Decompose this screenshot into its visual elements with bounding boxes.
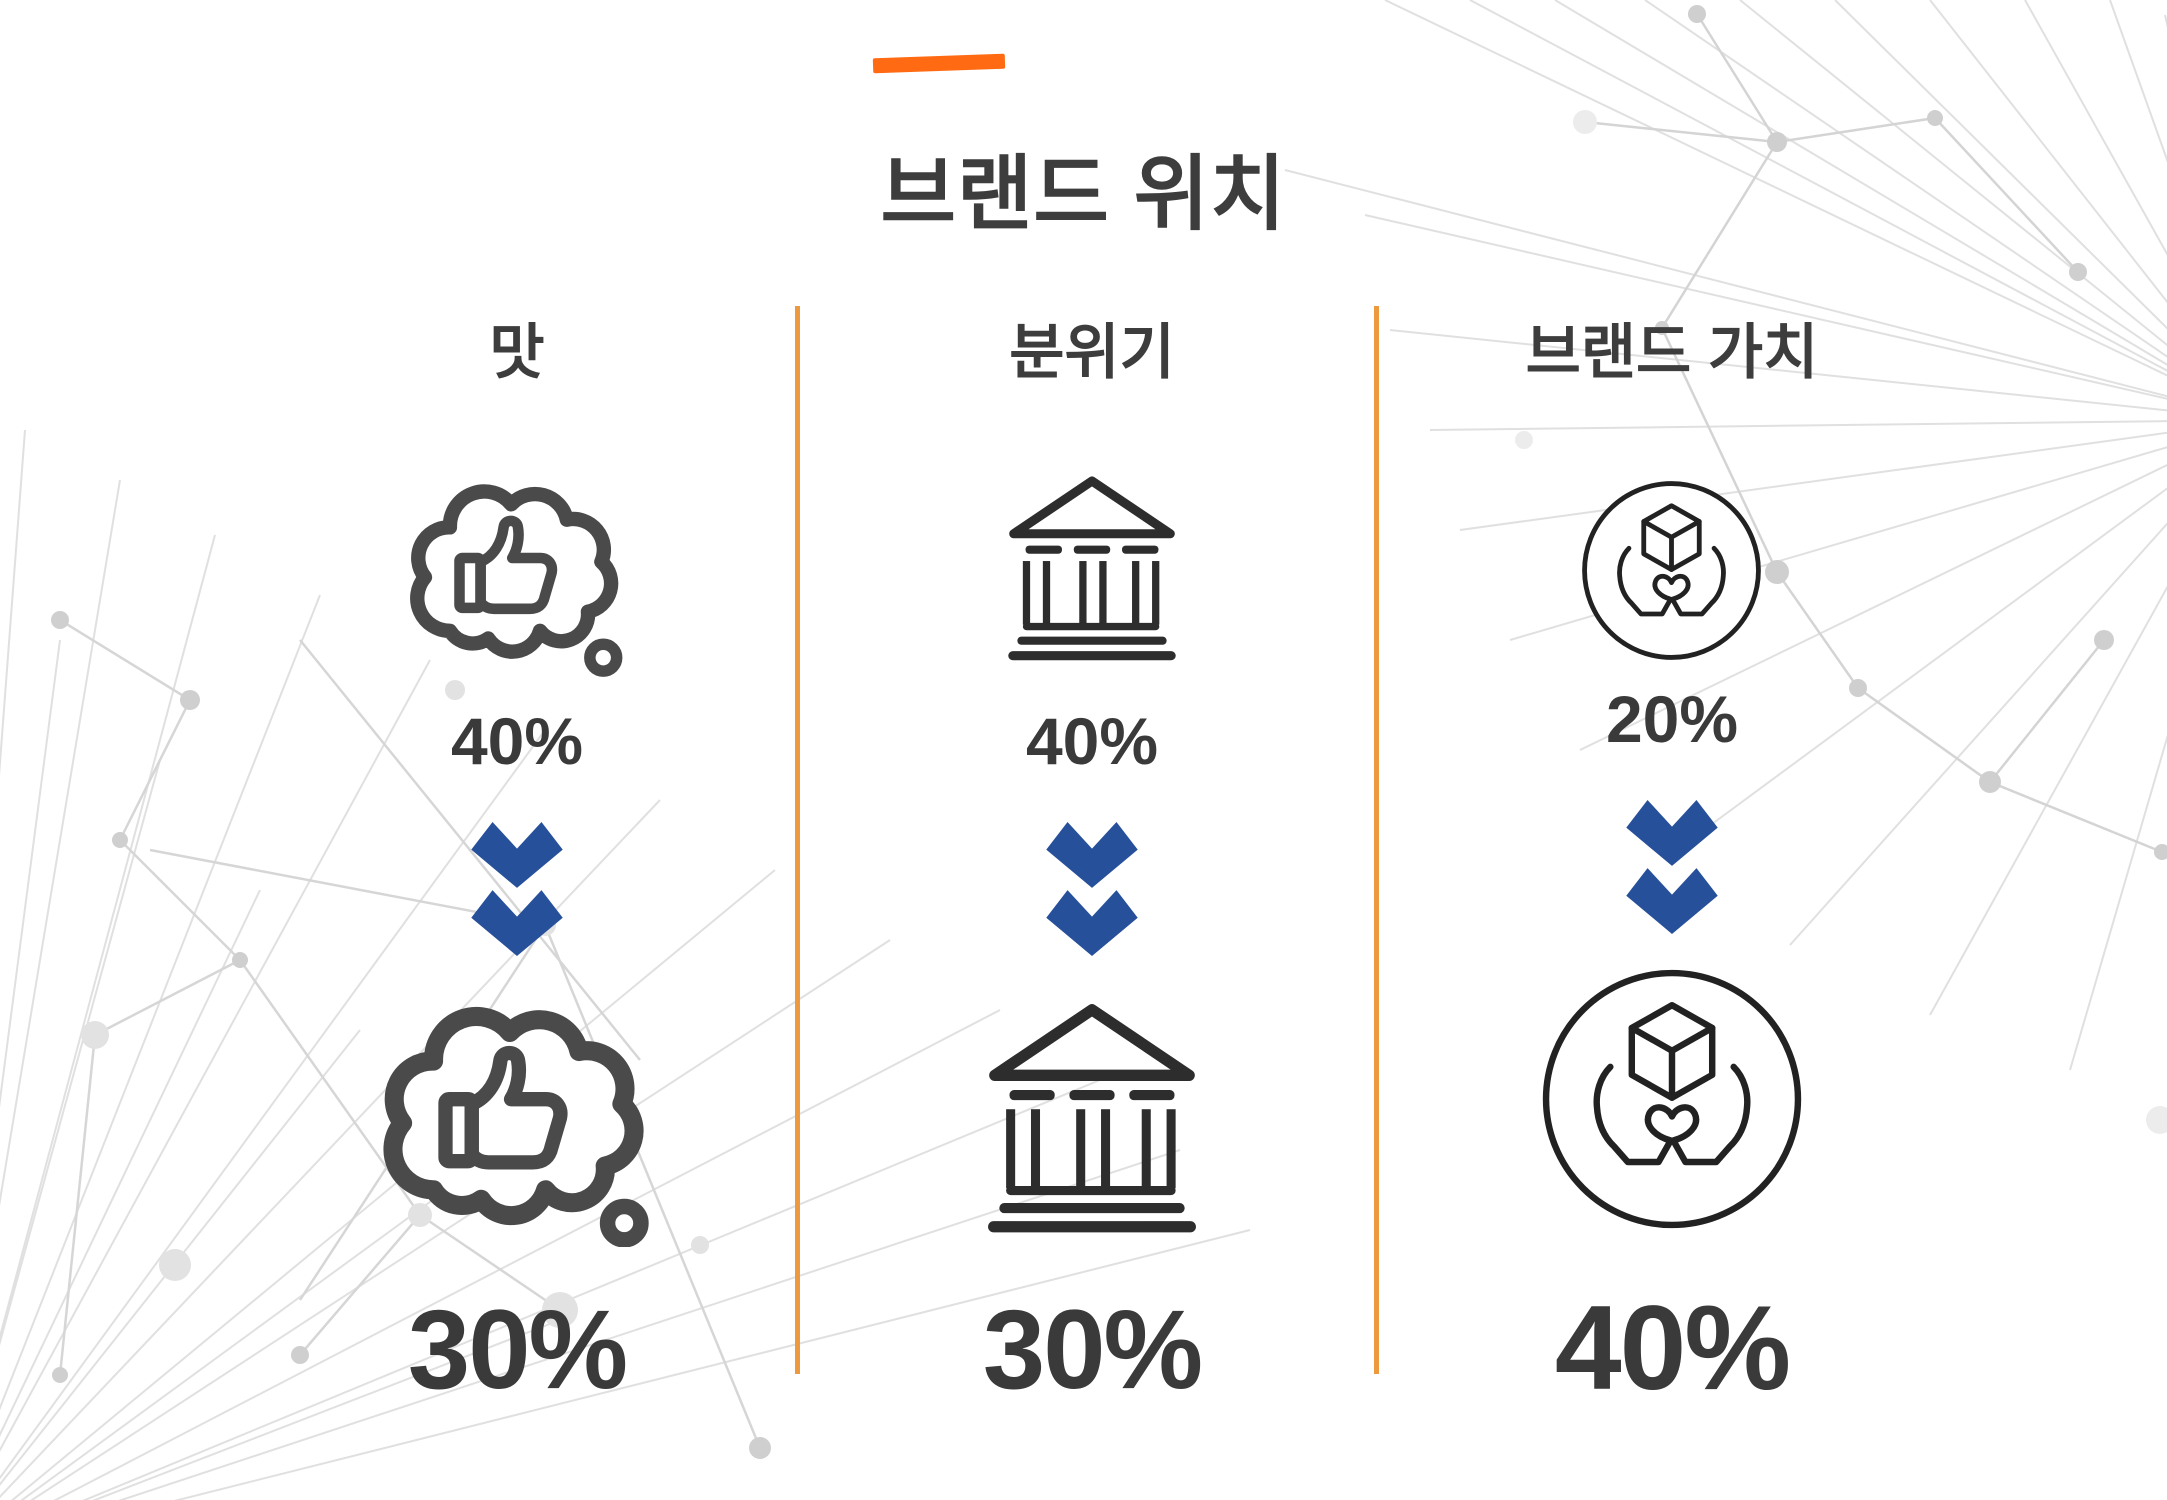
- hands-holding-cube-icon: [1579, 478, 1764, 663]
- column-3-label: 브랜드 가치: [1525, 319, 1819, 386]
- column-1-value-after: 30%: [407, 1287, 628, 1412]
- hands-holding-cube-icon-large: [1538, 965, 1806, 1233]
- double-chevron-down-icon: [1626, 800, 1718, 934]
- bank-building-icon: [1001, 470, 1183, 663]
- page-title: 브랜드 위치: [880, 148, 1287, 240]
- column-divider-2: [1374, 306, 1379, 1374]
- bank-building-icon-large: [979, 996, 1205, 1236]
- double-chevron-down-icon: [471, 822, 563, 956]
- column-divider-1: [795, 306, 800, 1374]
- column-3-value-after: 40%: [1554, 1281, 1791, 1415]
- thought-bubble-thumbs-up-icon-large: [374, 980, 660, 1247]
- column-1-label: 맛: [489, 319, 545, 386]
- column-2-value-after: 30%: [982, 1287, 1203, 1412]
- double-chevron-down-icon: [1046, 822, 1138, 956]
- column-3-value-before: 20%: [1605, 682, 1739, 756]
- column-2-label: 분위기: [1009, 319, 1175, 386]
- column-1-value-before: 40%: [450, 704, 584, 778]
- column-2-value-before: 40%: [1025, 704, 1159, 778]
- thought-bubble-thumbs-up-icon: [402, 462, 632, 677]
